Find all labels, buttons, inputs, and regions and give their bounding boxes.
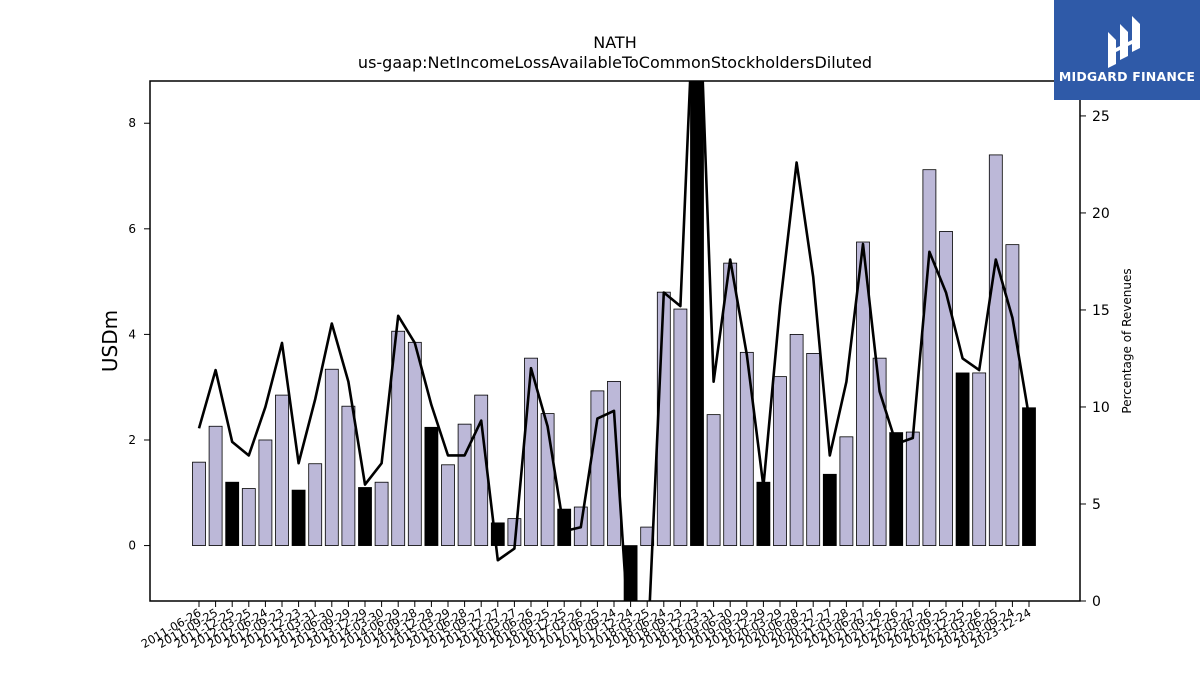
bar-10 — [358, 487, 372, 546]
bar-34 — [756, 481, 771, 546]
y-axis-label: USDm — [98, 310, 122, 372]
y2-tick-label: 5 — [1092, 497, 1101, 513]
bar-series — [192, 81, 1036, 601]
bar-50 — [1022, 407, 1036, 546]
line-series — [197, 81, 1031, 601]
bar-48 — [988, 154, 1003, 546]
y2-tick-label: 15 — [1092, 303, 1110, 319]
bar-16 — [457, 423, 472, 546]
brand-logo: MIDGARD FINANCE — [1054, 0, 1200, 100]
chart-title: NATH — [593, 33, 636, 52]
bar-49 — [1005, 244, 1020, 546]
bar-24 — [590, 390, 605, 546]
brand-name: MIDGARD FINANCE — [1058, 69, 1196, 84]
left-axis-ticks: 0 2 4 6 8 — [128, 116, 150, 553]
x-axis-ticks: 2011-06-262011-09-252011-12-252012-03-25… — [139, 601, 1034, 651]
y-tick-label: 6 — [128, 222, 136, 236]
y-tick-label: 4 — [128, 327, 136, 341]
bar-13 — [407, 341, 422, 546]
line-series-layer — [197, 81, 1031, 601]
y-tick-label: 2 — [128, 433, 136, 447]
bar-25 — [607, 380, 621, 546]
bar-37 — [806, 353, 821, 546]
bar-1 — [208, 425, 223, 546]
bar-4 — [258, 439, 273, 546]
bar-11 — [374, 481, 389, 546]
bar-3 — [241, 488, 256, 546]
bar-47 — [972, 372, 987, 546]
bar-30 — [690, 81, 704, 546]
bar-14 — [424, 426, 439, 546]
bar-7 — [308, 463, 323, 546]
bar-35 — [773, 376, 787, 546]
plot-frame — [149, 80, 1081, 602]
bar-43 — [905, 431, 920, 546]
bar-17 — [474, 394, 489, 546]
bar-5 — [275, 394, 289, 546]
bar-29 — [673, 308, 688, 546]
bar-31 — [706, 414, 721, 546]
bar-0 — [192, 461, 206, 546]
bar-46 — [955, 372, 970, 546]
y2-tick-label: 20 — [1092, 206, 1110, 222]
y-tick-label: 0 — [128, 539, 136, 553]
y2-tick-label: 25 — [1092, 109, 1110, 125]
bar-9 — [341, 405, 356, 546]
y2-axis-label: Percentage of Revenues — [1120, 268, 1134, 413]
y2-tick-label: 0 — [1092, 594, 1101, 610]
y2-tick-label: 10 — [1092, 400, 1110, 416]
bar-8 — [324, 368, 339, 546]
bar-32 — [723, 262, 738, 546]
bar-6 — [291, 489, 306, 546]
bar-38 — [822, 473, 837, 546]
bar-39 — [839, 436, 854, 546]
bar-42 — [889, 432, 904, 546]
bar-15 — [441, 464, 455, 546]
bar-36 — [789, 333, 804, 546]
right-axis-ticks: 0 5 10 15 20 25 — [1080, 109, 1110, 610]
bar-40 — [856, 241, 870, 546]
bar-44 — [922, 169, 937, 546]
midgard-logo-icon — [1108, 16, 1140, 68]
bar-2 — [225, 481, 240, 546]
chart-subtitle: us-gaap:NetIncomeLossAvailableToCommonSt… — [358, 53, 872, 72]
bar-12 — [391, 330, 406, 546]
y-tick-label: 8 — [128, 116, 136, 130]
